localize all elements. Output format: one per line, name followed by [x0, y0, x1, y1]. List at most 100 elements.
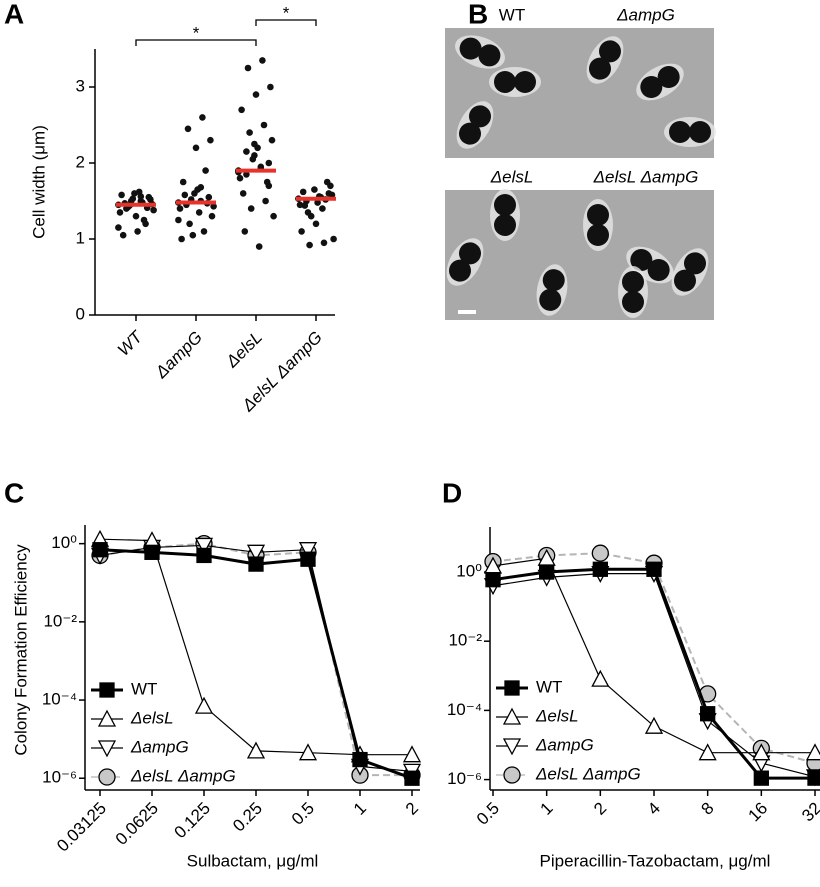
panel-letter: C — [4, 477, 24, 508]
cell — [664, 117, 716, 147]
data-point — [175, 216, 182, 224]
y-tick-label: 10⁰ — [456, 561, 482, 580]
cell-body — [674, 269, 696, 292]
data-point — [129, 195, 137, 203]
y-tick-label: 10⁻⁶ — [447, 769, 482, 788]
legend-label: ΔelsL ΔampG — [535, 764, 641, 783]
data-point — [186, 220, 193, 228]
marker — [592, 561, 608, 577]
y-tick-label: 10⁰ — [51, 533, 77, 552]
marker — [700, 706, 716, 722]
significance-label: * — [283, 3, 290, 22]
data-point — [270, 212, 277, 220]
x-tick-label: 0.03125 — [53, 799, 110, 856]
marker — [753, 770, 769, 786]
x-tick-label: 1 — [537, 799, 557, 819]
cell — [446, 238, 484, 286]
cell-body — [587, 224, 609, 246]
cell-body — [640, 76, 663, 98]
cell — [489, 67, 541, 97]
data-point — [247, 205, 255, 212]
marker — [807, 770, 820, 786]
cell — [671, 248, 709, 296]
x-tick-label: 0.5 — [288, 799, 318, 829]
significance-bracket — [255, 19, 317, 26]
cell-body — [669, 121, 691, 143]
x-tick-label: WT — [114, 326, 147, 359]
data-point — [255, 243, 263, 250]
x-tick-label: ΔelsL — [222, 328, 266, 372]
data-point — [319, 205, 326, 212]
x-tick-label: 16 — [745, 799, 772, 826]
cell — [618, 266, 648, 318]
x-axis-title: Piperacillin-Tazobactam, μg/ml — [540, 851, 771, 870]
data-point — [314, 199, 321, 206]
cell-body — [494, 214, 516, 236]
strain-label: WT — [499, 5, 525, 24]
marker — [539, 564, 555, 580]
cell-body — [630, 249, 653, 271]
data-point — [195, 209, 203, 216]
cell-body — [657, 66, 680, 88]
data-point — [265, 159, 273, 167]
x-tick-label: 32 — [798, 799, 820, 826]
cell — [536, 264, 568, 316]
data-point — [249, 155, 257, 163]
marker — [698, 743, 717, 761]
marker — [591, 669, 610, 687]
marker — [504, 680, 520, 696]
data-point — [259, 57, 266, 64]
y-tick-label: 10⁻⁴ — [42, 690, 77, 709]
cell — [456, 101, 494, 149]
data-point — [244, 64, 252, 72]
cell-body — [599, 40, 621, 63]
x-tick-label: 0.5 — [473, 799, 503, 829]
marker — [591, 544, 609, 562]
data-point — [328, 191, 336, 199]
marker — [644, 716, 664, 734]
marker — [646, 561, 662, 577]
cell — [490, 189, 520, 241]
data-point — [243, 148, 250, 155]
cell-body — [478, 44, 501, 67]
data-point — [268, 136, 276, 144]
data-point — [320, 239, 328, 247]
marker — [99, 682, 115, 698]
marker — [503, 766, 521, 784]
y-tick-label: 10⁻⁶ — [42, 768, 77, 787]
data-point — [181, 191, 189, 199]
cell-body — [494, 71, 516, 93]
x-tick-label: 4 — [644, 799, 664, 819]
legend-label: ΔelsL — [130, 708, 174, 727]
data-point — [150, 206, 157, 214]
cell-body — [459, 122, 481, 145]
legend-label: ΔelsL — [535, 706, 579, 725]
data-point — [330, 235, 337, 243]
data-point — [202, 167, 209, 174]
data-point — [251, 140, 258, 148]
data-point — [301, 202, 309, 209]
y-tick-label: 10⁻² — [448, 631, 482, 650]
cell-body — [459, 37, 482, 60]
data-point — [307, 212, 315, 220]
marker — [300, 551, 316, 567]
data-point — [178, 235, 185, 243]
y-axis-title: Colony Formation Efficiency — [11, 544, 30, 756]
marker — [196, 547, 212, 564]
marker — [805, 743, 820, 761]
data-point — [179, 178, 187, 186]
data-point — [142, 220, 149, 228]
legend-label: ΔampG — [535, 735, 594, 754]
x-tick-label: 2 — [402, 799, 422, 819]
marker — [97, 709, 117, 727]
legend-label: ΔelsL ΔampG — [130, 766, 236, 785]
data-point — [189, 231, 197, 239]
data-point — [116, 209, 124, 216]
y-tick-label: 3 — [76, 76, 85, 95]
data-point — [323, 178, 331, 186]
marker — [144, 544, 160, 560]
marker — [194, 696, 214, 714]
cell — [455, 35, 505, 69]
